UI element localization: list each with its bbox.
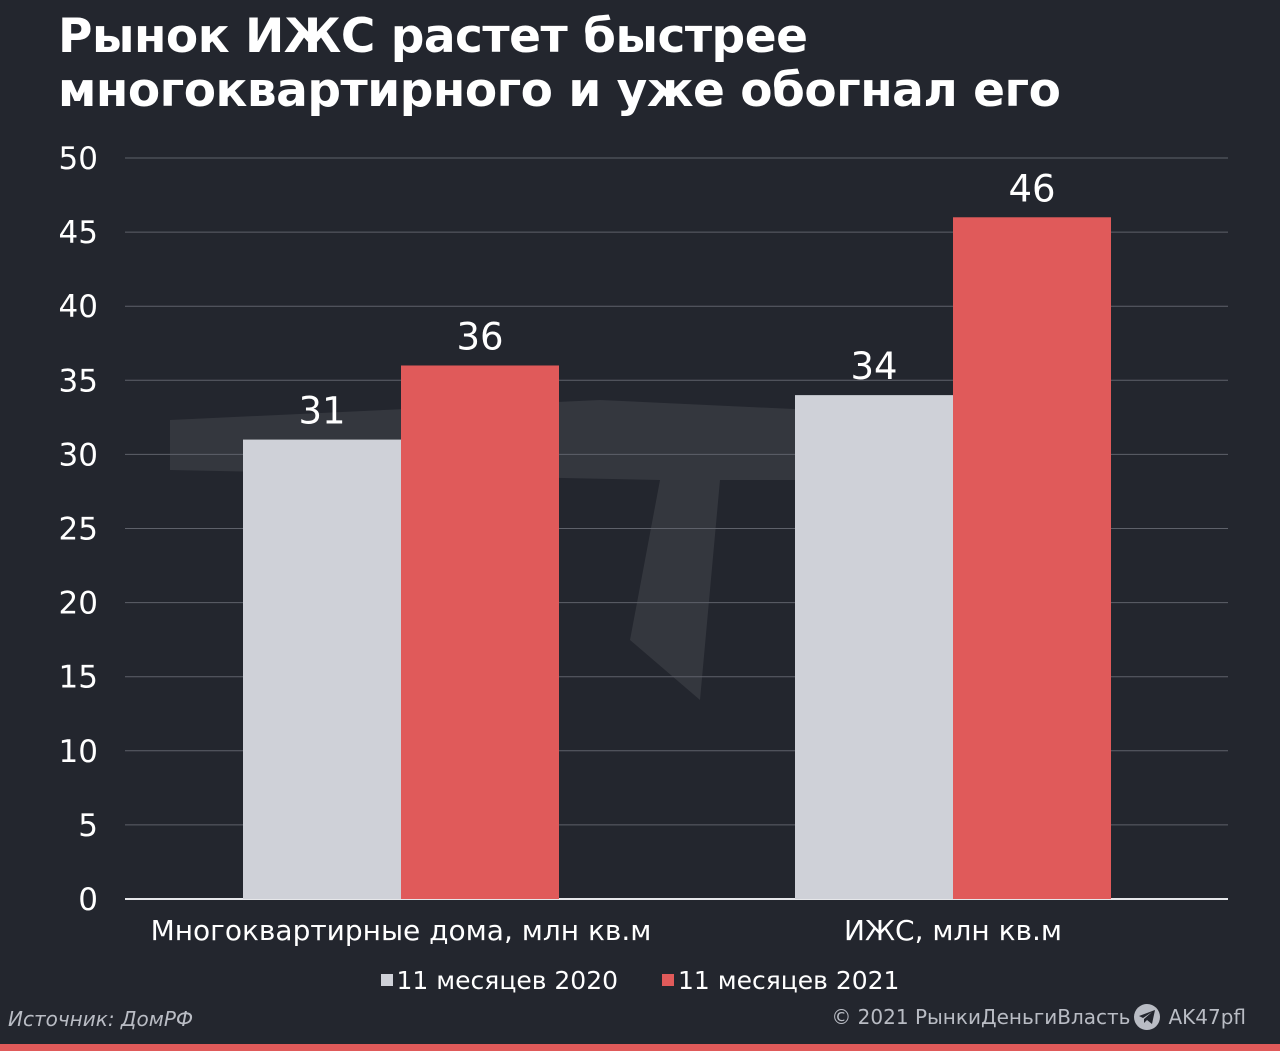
bar [243, 439, 401, 899]
bar-value-label: 31 [298, 390, 345, 433]
bar [401, 365, 559, 900]
y-tick-label: 5 [78, 808, 98, 844]
y-tick-label: 45 [59, 215, 98, 251]
legend-swatch-2020 [380, 974, 393, 986]
y-tick-label: 15 [59, 660, 98, 696]
legend-swatch-2021 [661, 974, 674, 986]
y-tick-label: 10 [59, 734, 98, 770]
bar [795, 395, 953, 899]
channel-handle: AK47pfl [1168, 1005, 1246, 1029]
bottom-accent-stripe [0, 1044, 1280, 1051]
bar [953, 217, 1111, 899]
telegram-icon [1134, 1004, 1161, 1030]
x-category-label: Многоквартирные дома, млн кв.м [151, 914, 652, 947]
y-tick-label: 50 [59, 141, 98, 177]
footer-credits: © 2021 РынкиДеньгиВласть AK47pfl [831, 1004, 1246, 1030]
legend: 11 месяцев 2020 11 месяцев 2021 [0, 963, 1280, 995]
x-category-label: ИЖС, млн кв.м [844, 914, 1062, 947]
legend-label-2020: 11 месяцев 2020 [396, 965, 619, 995]
bar-value-label: 46 [1008, 167, 1055, 210]
y-tick-label: 35 [59, 363, 98, 399]
chart-title-line-1: Рынок ИЖС растет быстрее [58, 9, 808, 64]
y-tick-label: 20 [59, 586, 98, 622]
legend-item-2020: 11 месяцев 2020 [380, 965, 619, 995]
y-tick-label: 25 [59, 512, 98, 548]
bar-chart: 0 5 10 15 20 25 30 35 40 45 50 31 36 Многоквартирные… [59, 141, 1228, 947]
copyright-text: © 2021 РынкиДеньгиВласть [831, 1005, 1131, 1029]
legend-item-2021: 11 месяцев 2021 [661, 965, 900, 995]
source-note: Источник: ДомРФ [8, 1007, 194, 1031]
y-tick-label: 30 [59, 437, 98, 473]
chart-title: Рынок ИЖС растет быстрее многоквартирног… [58, 10, 1238, 118]
bar-value-label: 34 [850, 345, 897, 388]
bar-value-label: 36 [456, 315, 503, 358]
legend-label-2021: 11 месяцев 2021 [677, 965, 900, 995]
y-tick-label: 0 [78, 882, 98, 918]
chart-title-line-2: многоквартирного и уже обогнал его [58, 63, 1061, 118]
y-tick-label: 40 [59, 289, 98, 325]
